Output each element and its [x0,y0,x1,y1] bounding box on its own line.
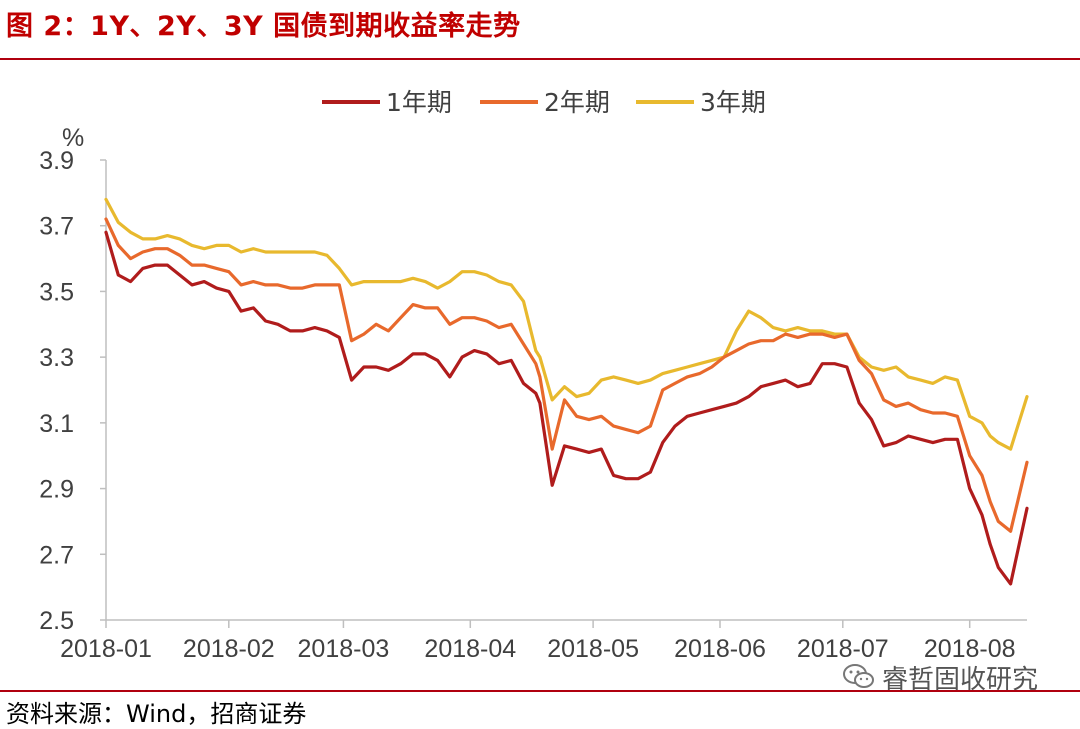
x-tick-label: 2018-07 [797,635,889,663]
figure-title: 图 2：1Y、2Y、3Y 国债到期收益率走势 [6,11,521,42]
series-line-3 [104,197,1029,451]
series-line-1 [104,230,1029,586]
x-tick-label: 2018-05 [547,635,639,663]
y-tick-label: 3.7 [39,213,74,241]
y-tick-label: 3.5 [39,278,74,306]
y-tick-label: 2.7 [39,541,74,569]
wechat-icon [843,664,874,688]
y-tick-label: 2.9 [39,476,74,504]
title-divider [0,58,1080,60]
legend-label-3: 3年期 [700,88,766,117]
x-tick-label: 2018-06 [674,635,766,663]
y-tick-label: 3.3 [39,344,74,372]
x-tick-label: 2018-04 [424,635,516,663]
legend: 1年期 2年期 3年期 [322,88,766,117]
yield-chart: 1年期 2年期 3年期 % 2.5 2.7 2.9 3.1 3.3 3.5 3.7 3.9 201… [39,88,1029,663]
y-tick-label: 3.9 [39,147,74,175]
legend-label-1: 1年期 [386,88,452,117]
x-tick-label: 2018-02 [183,635,275,663]
y-tick-label: 3.1 [39,410,74,438]
legend-label-2: 2年期 [544,88,610,117]
watermark-text: 睿哲固收研究 [882,664,1039,695]
footer-divider [0,690,1080,692]
x-axis: 2018-01 2018-02 2018-03 2018-04 2018-05 2018-… [60,619,1027,663]
series-lines [104,197,1029,586]
x-tick-label: 2018-08 [924,635,1016,663]
x-tick-label: 2018-03 [298,635,390,663]
x-tick-label: 2018-01 [60,635,152,663]
watermark: 睿哲固收研究 [842,660,1039,695]
source-note: 资料来源：Wind，招商证券 [6,700,307,728]
y-axis: 2.5 2.7 2.9 3.1 3.3 3.5 3.7 3.9 [39,147,107,635]
series-line-2 [104,217,1029,533]
y-tick-label: 2.5 [39,607,74,635]
y-axis-unit: % [62,124,84,152]
